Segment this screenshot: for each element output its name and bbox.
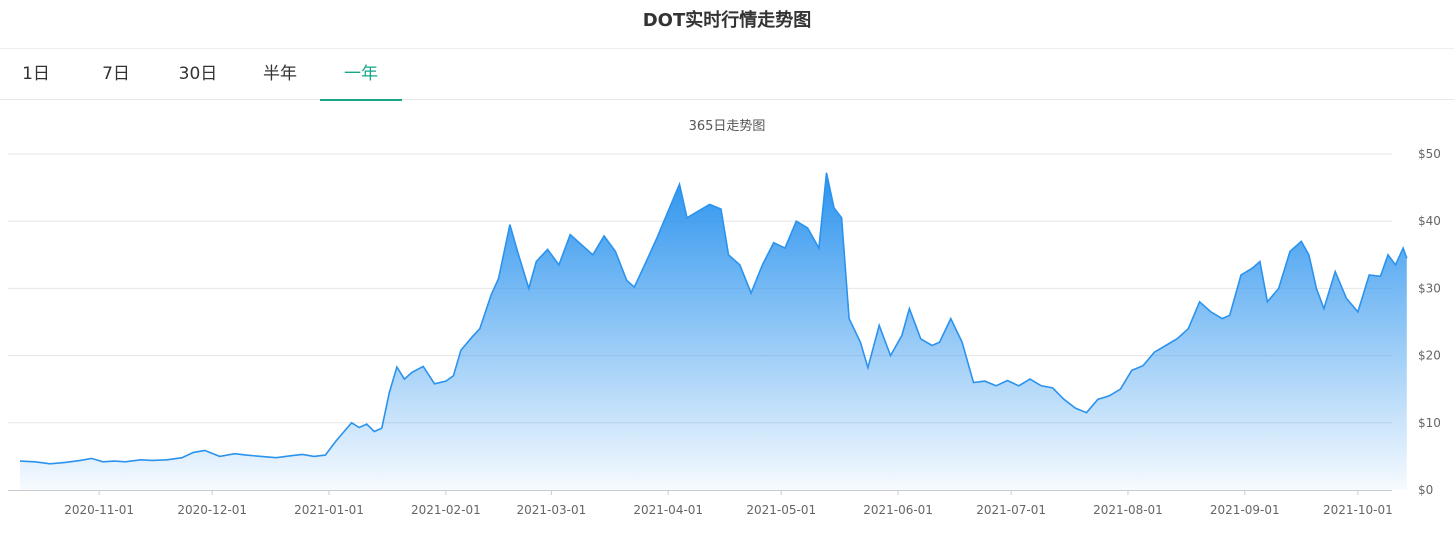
x-tick-label: 2021-05-01 bbox=[746, 503, 816, 517]
y-tick-label: $30 bbox=[1418, 281, 1441, 295]
x-tick-label: 2021-08-01 bbox=[1093, 503, 1163, 517]
x-tick-label: 2021-10-01 bbox=[1323, 503, 1393, 517]
y-tick-label: $20 bbox=[1418, 349, 1441, 363]
price-line bbox=[19, 172, 1408, 465]
tab-half-year[interactable]: 半年 bbox=[263, 64, 297, 84]
y-tick-label: $0 bbox=[1418, 483, 1433, 497]
x-tick-label: 2021-03-01 bbox=[516, 503, 586, 517]
time-range-tabs: 1日 7日 30日 半年 一年 bbox=[0, 48, 1454, 101]
y-axis-ticks: $0 $10 $20 $30 $40 $50 bbox=[1418, 147, 1441, 497]
chart-subtitle: 365日走势图 bbox=[689, 118, 766, 134]
x-tick-label: 2021-02-01 bbox=[411, 503, 481, 517]
y-tick-label: $50 bbox=[1418, 147, 1441, 161]
tab-30-days[interactable]: 30日 bbox=[178, 64, 218, 84]
chart-title: DOT实时行情走势图 bbox=[642, 10, 812, 31]
y-tick-label: $40 bbox=[1418, 214, 1441, 228]
tab-one-year[interactable]: 一年 bbox=[320, 49, 402, 101]
tab-7-days[interactable]: 7日 bbox=[102, 64, 130, 84]
price-area bbox=[20, 172, 1407, 491]
tab-1-day[interactable]: 1日 bbox=[22, 64, 50, 84]
x-tick-label: 2021-07-01 bbox=[976, 503, 1046, 517]
x-tick-label: 2021-06-01 bbox=[863, 503, 933, 517]
x-tick-label: 2021-01-01 bbox=[294, 503, 364, 517]
x-tick-label: 2020-11-01 bbox=[64, 503, 134, 517]
price-chart[interactable]: 365日走势图 2020-11-01 2020-12-01 2021-01-01 20… bbox=[0, 100, 1454, 535]
x-tick-label: 2021-09-01 bbox=[1210, 503, 1280, 517]
x-axis-ticks: 2020-11-01 2020-12-01 2021-01-01 2021-02-01… bbox=[64, 490, 1393, 517]
y-tick-label: $10 bbox=[1418, 416, 1441, 430]
x-tick-label: 2021-04-01 bbox=[633, 503, 703, 517]
x-tick-label: 2020-12-01 bbox=[177, 503, 247, 517]
